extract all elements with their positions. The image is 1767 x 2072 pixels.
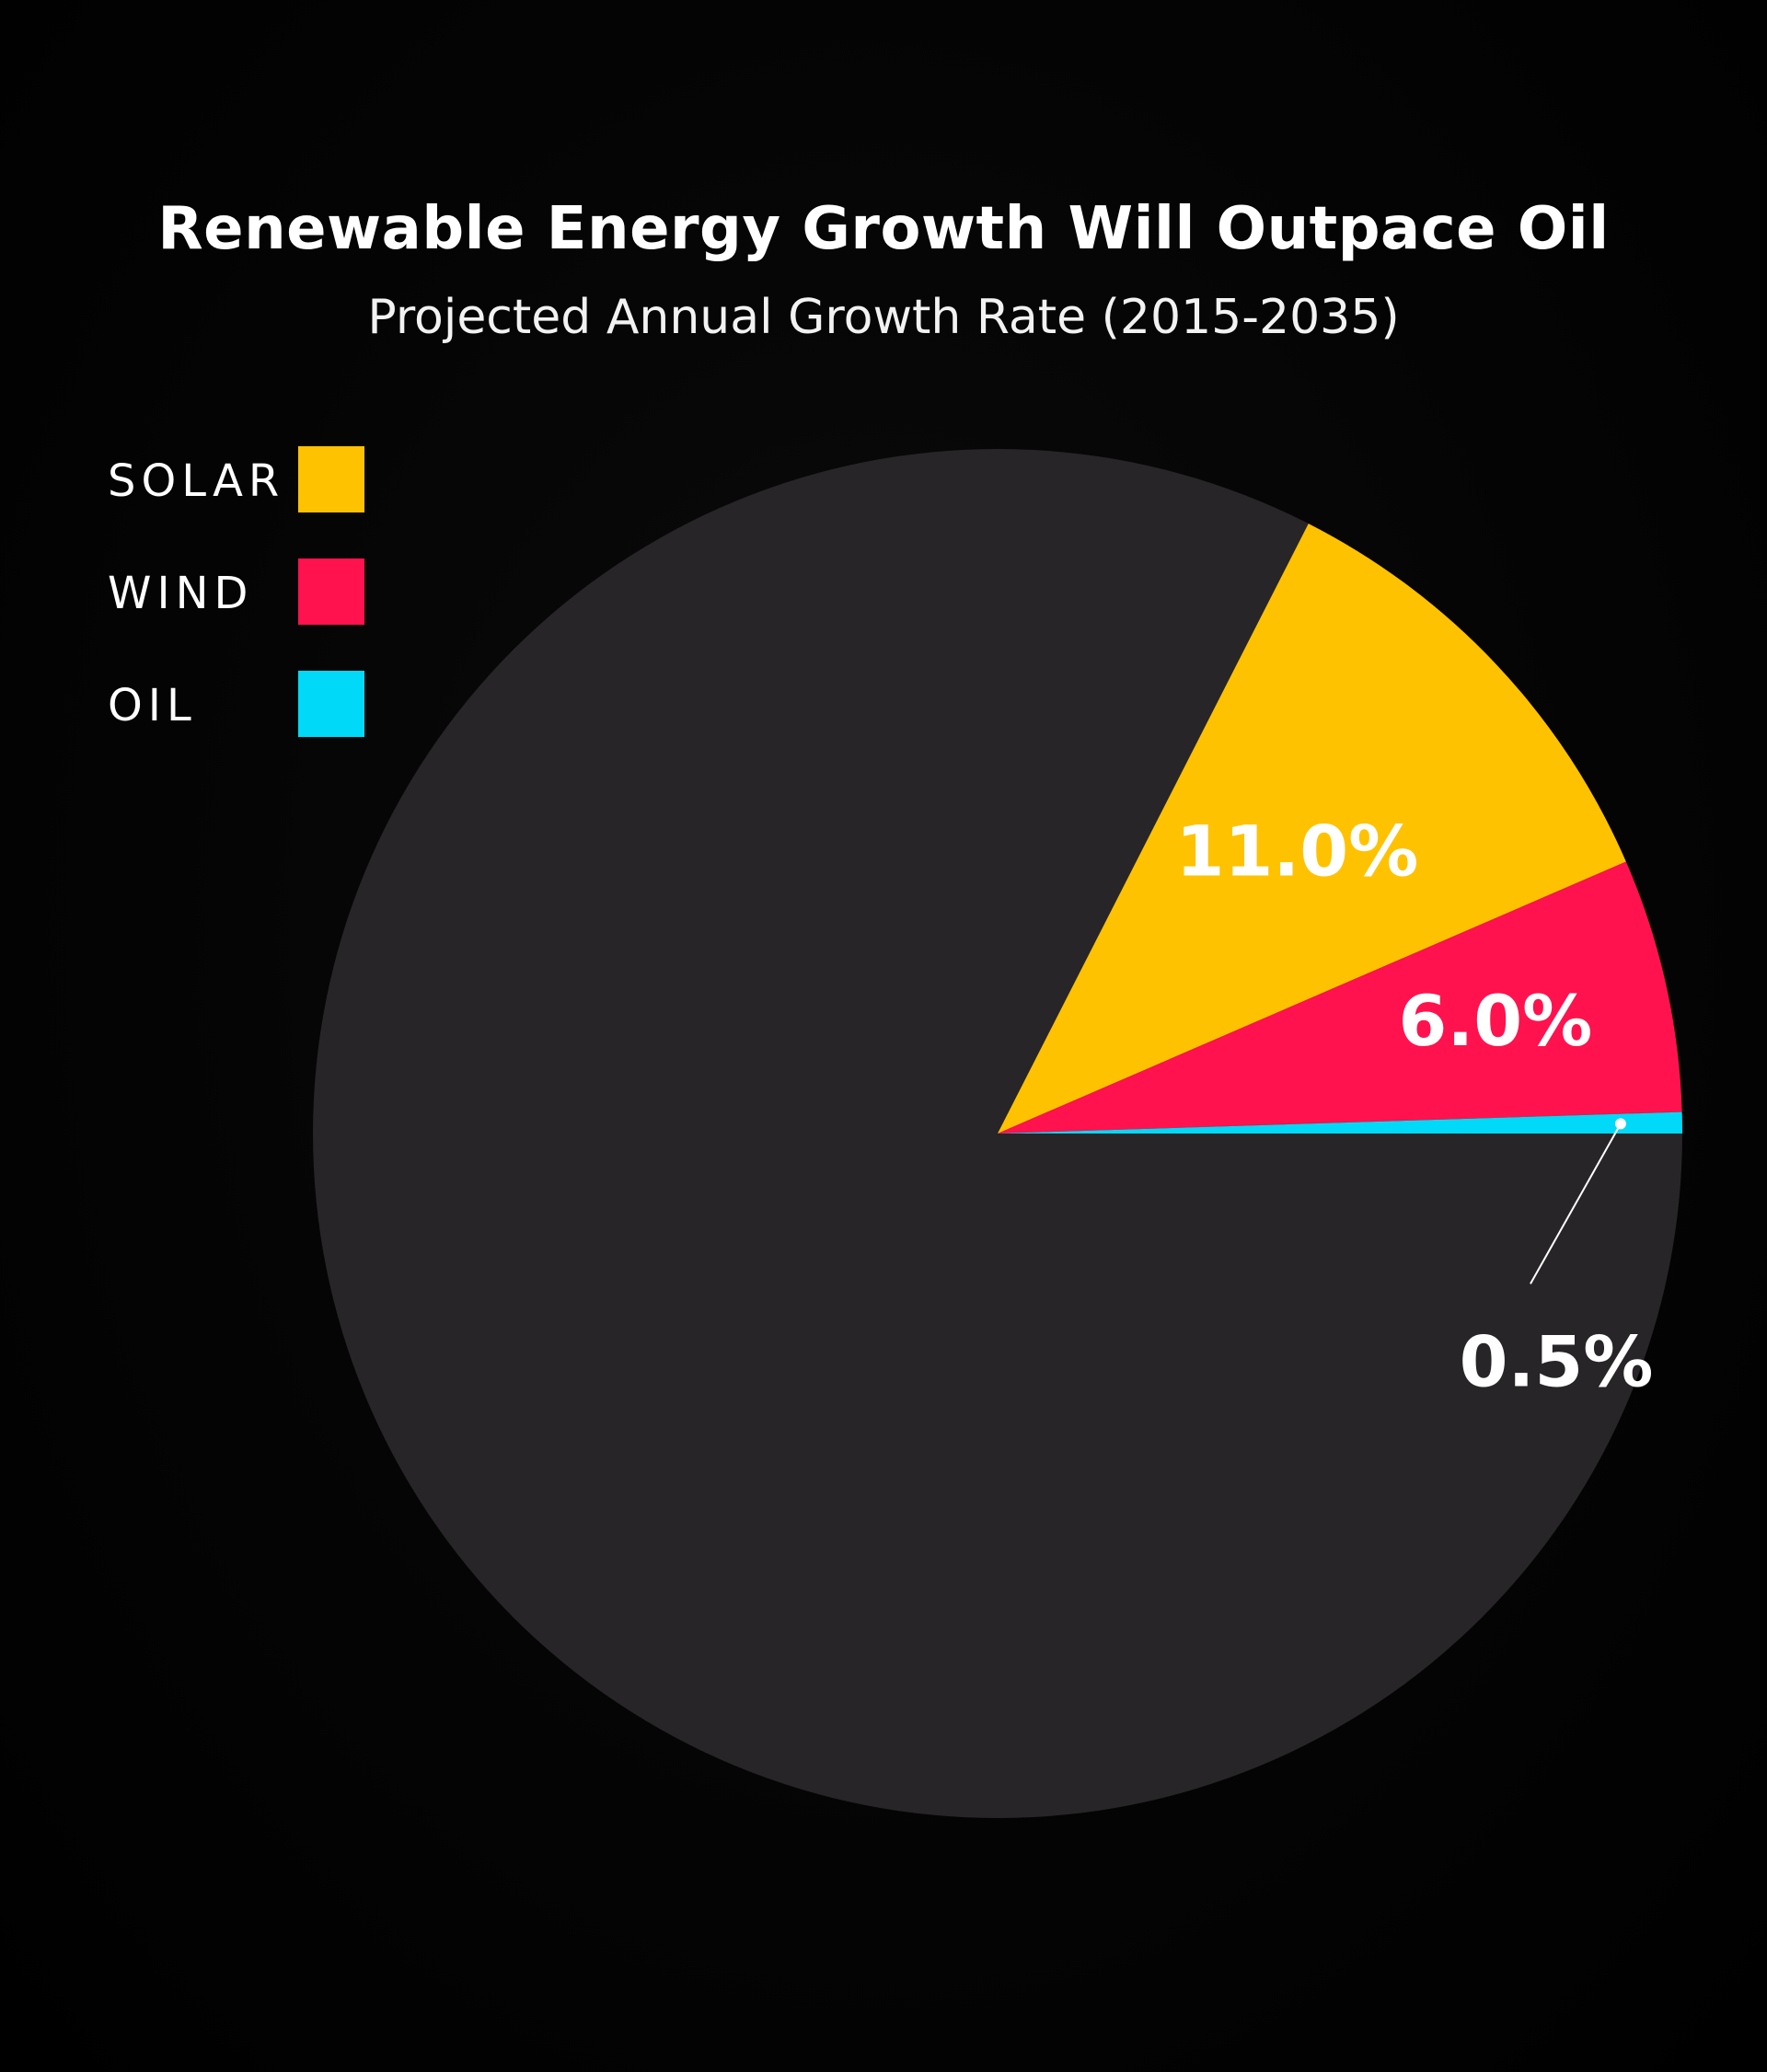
legend-item-oil: OIL	[108, 671, 375, 737]
legend-label-solar: SOLAR	[108, 455, 285, 507]
pie-label-oil: 0.5%	[1460, 1320, 1654, 1402]
chart-title: Renewable Energy Growth Will Outpace Oil	[157, 195, 1610, 263]
legend-item-wind: WIND	[108, 558, 375, 625]
legend-swatch-oil	[298, 671, 364, 737]
legend-swatch-wind	[298, 558, 364, 625]
pie-label-solar: 11.0%	[1176, 810, 1419, 892]
pie-slice-oil	[998, 1111, 1682, 1134]
legend-swatch-solar	[298, 446, 364, 512]
pie-slice-wind	[998, 861, 1682, 1134]
legend-item-solar: SOLAR	[108, 446, 375, 512]
legend-label-oil: OIL	[108, 680, 197, 731]
oil-leader-line	[1530, 1122, 1622, 1284]
pie-slice-solar	[998, 524, 1626, 1134]
legend: SOLAR WIND OIL	[108, 446, 375, 783]
legend-label-wind: WIND	[108, 568, 254, 619]
pie-label-wind: 6.0%	[1399, 980, 1593, 1062]
oil-leader-dot	[1614, 1118, 1626, 1130]
chart-subtitle: Projected Annual Growth Rate (2015-2035)	[367, 290, 1400, 345]
